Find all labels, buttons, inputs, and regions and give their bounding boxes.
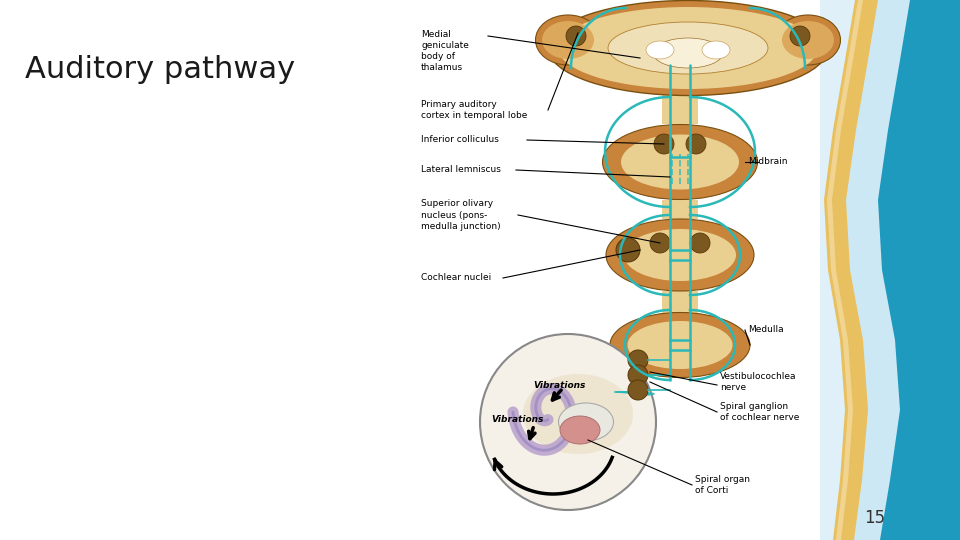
- Circle shape: [628, 350, 648, 370]
- Ellipse shape: [621, 134, 739, 190]
- Ellipse shape: [603, 125, 757, 199]
- Ellipse shape: [559, 403, 613, 441]
- Text: Primary auditory
cortex in temporal lobe: Primary auditory cortex in temporal lobe: [421, 100, 527, 120]
- Circle shape: [690, 233, 710, 253]
- Text: Medulla: Medulla: [748, 326, 783, 334]
- Polygon shape: [878, 0, 960, 540]
- Text: Medial
geniculate
body of
thalamus: Medial geniculate body of thalamus: [421, 30, 468, 72]
- Polygon shape: [820, 0, 960, 540]
- Ellipse shape: [702, 41, 730, 59]
- Circle shape: [616, 238, 640, 262]
- Ellipse shape: [536, 15, 601, 65]
- Polygon shape: [662, 200, 698, 219]
- Text: 15: 15: [864, 509, 885, 527]
- Text: Spiral organ
of Corti: Spiral organ of Corti: [695, 475, 750, 495]
- Polygon shape: [827, 0, 863, 540]
- Polygon shape: [846, 0, 910, 540]
- Ellipse shape: [548, 1, 828, 96]
- Ellipse shape: [628, 321, 732, 369]
- Ellipse shape: [523, 374, 633, 454]
- Ellipse shape: [653, 38, 723, 68]
- Ellipse shape: [608, 22, 768, 74]
- Text: Spiral ganglion
of cochlear nerve: Spiral ganglion of cochlear nerve: [720, 402, 800, 422]
- Ellipse shape: [610, 313, 750, 377]
- Circle shape: [628, 380, 648, 400]
- Polygon shape: [876, 0, 960, 540]
- Circle shape: [566, 26, 586, 46]
- Circle shape: [654, 134, 674, 154]
- Text: Superior olivary
nucleus (pons-
medulla junction): Superior olivary nucleus (pons- medulla …: [421, 199, 500, 231]
- Ellipse shape: [542, 21, 594, 59]
- Text: Vibrations: Vibrations: [534, 381, 587, 389]
- Ellipse shape: [606, 219, 754, 291]
- Polygon shape: [662, 95, 698, 124]
- Text: Lateral lemniscus: Lateral lemniscus: [421, 165, 501, 174]
- Ellipse shape: [776, 15, 841, 65]
- Circle shape: [790, 26, 810, 46]
- Polygon shape: [827, 0, 878, 540]
- Ellipse shape: [558, 7, 818, 89]
- Text: Auditory pathway: Auditory pathway: [25, 56, 295, 84]
- Circle shape: [480, 334, 656, 510]
- Ellipse shape: [646, 41, 674, 59]
- Text: Inferior colliculus: Inferior colliculus: [421, 136, 499, 145]
- Circle shape: [628, 365, 648, 385]
- Ellipse shape: [624, 229, 736, 281]
- Polygon shape: [662, 291, 698, 313]
- Text: Vestibulocochlea
nerve: Vestibulocochlea nerve: [720, 372, 797, 392]
- Text: Vibrations: Vibrations: [492, 415, 544, 424]
- Circle shape: [650, 233, 670, 253]
- Polygon shape: [824, 0, 876, 540]
- Ellipse shape: [560, 416, 600, 444]
- Circle shape: [686, 134, 706, 154]
- Text: Midbrain: Midbrain: [748, 158, 787, 166]
- Ellipse shape: [782, 21, 834, 59]
- Text: Cochlear nuclei: Cochlear nuclei: [421, 273, 492, 282]
- Polygon shape: [844, 0, 908, 540]
